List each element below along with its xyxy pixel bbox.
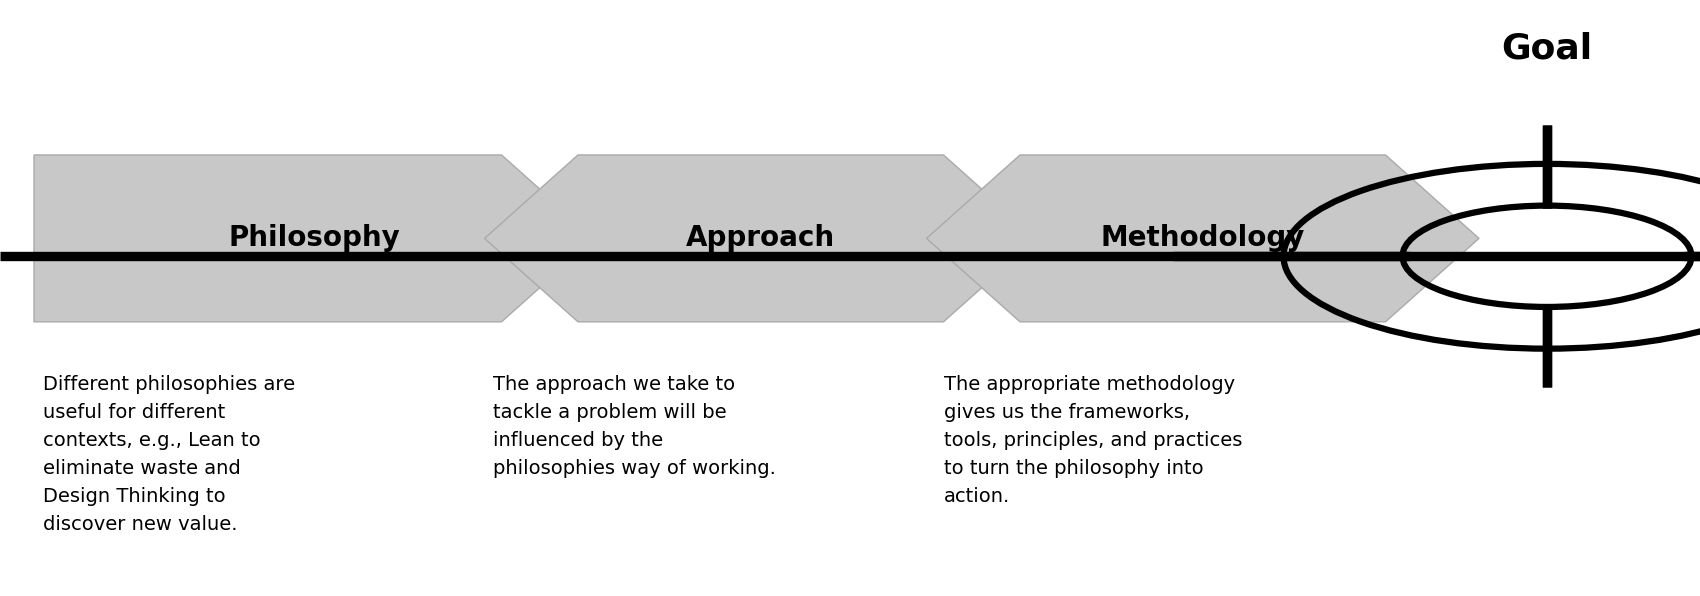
Text: Approach: Approach bbox=[687, 225, 835, 252]
Polygon shape bbox=[34, 155, 595, 322]
Polygon shape bbox=[927, 155, 1479, 322]
Text: The appropriate methodology
gives us the frameworks,
tools, principles, and prac: The appropriate methodology gives us the… bbox=[944, 375, 1243, 507]
Text: Different philosophies are
useful for different
contexts, e.g., Lean to
eliminat: Different philosophies are useful for di… bbox=[42, 375, 294, 535]
Text: Goal: Goal bbox=[1501, 32, 1593, 66]
Polygon shape bbox=[484, 155, 1037, 322]
Text: The approach we take to
tackle a problem will be
influenced by the
philosophies : The approach we take to tackle a problem… bbox=[493, 375, 775, 479]
Text: Methodology: Methodology bbox=[1100, 225, 1306, 252]
Text: Philosophy: Philosophy bbox=[228, 225, 401, 252]
